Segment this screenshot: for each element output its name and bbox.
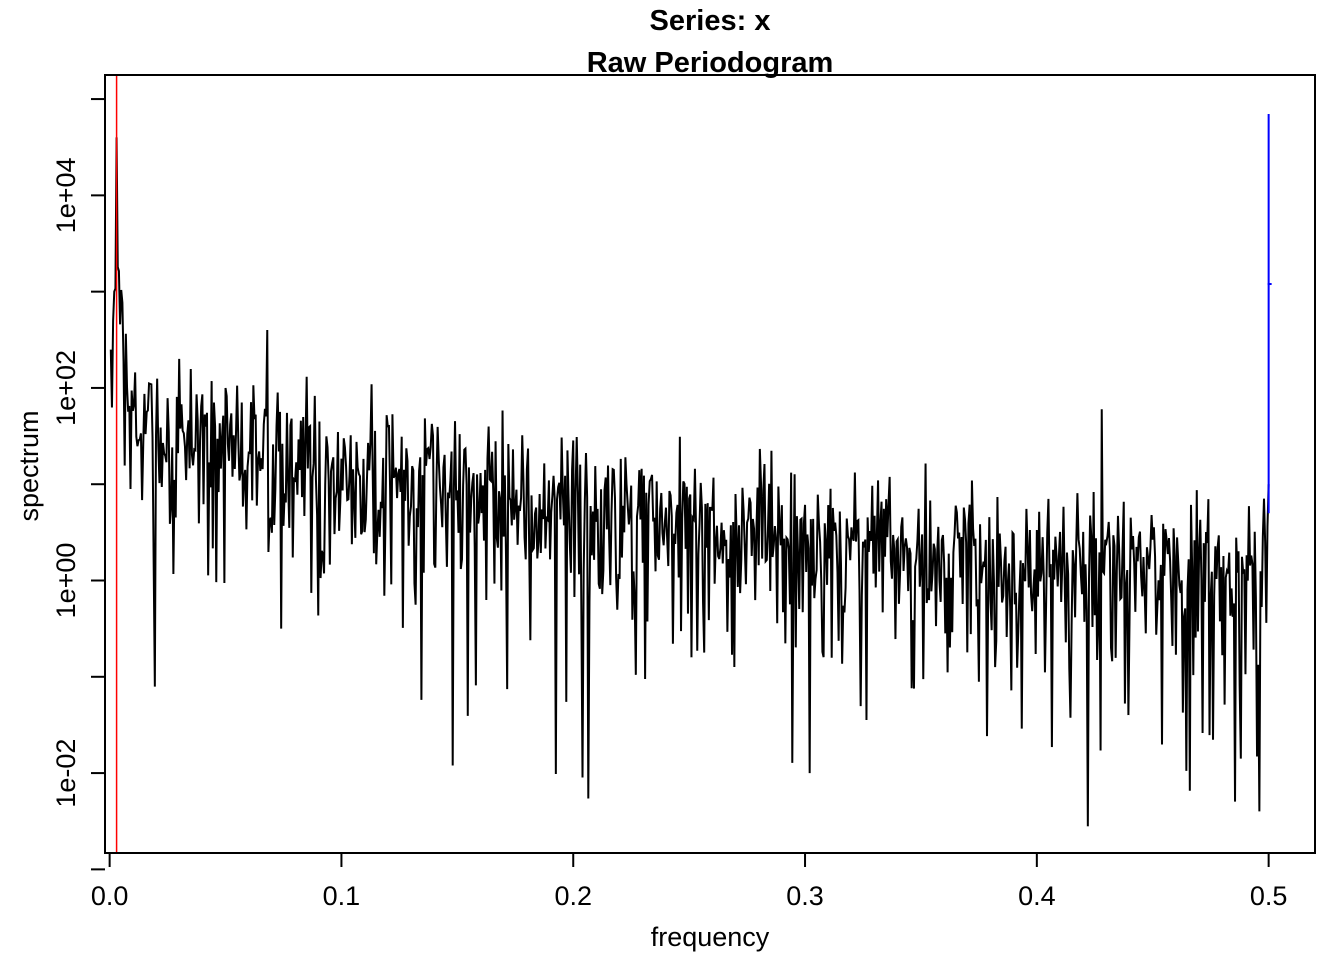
overlay-layer — [115, 75, 1272, 853]
y-axis: 1e-02 1e+00 1e+02 1e+04 — [51, 98, 105, 871]
y-tick-label: 1e+04 — [51, 157, 81, 233]
x-tick-label: 0.3 — [786, 881, 824, 911]
x-tick-label: 0.1 — [323, 881, 361, 911]
chart-subtitle: Raw Periodogram — [587, 47, 834, 79]
periodogram-series-line — [109, 137, 1270, 827]
x-tick-label: 0.5 — [1250, 881, 1288, 911]
series-layer — [109, 137, 1270, 827]
y-tick-label: 1e+02 — [51, 350, 81, 426]
y-tick-label: 1e+00 — [51, 543, 81, 619]
x-tick-label: 0.2 — [554, 881, 592, 911]
plot-frame — [104, 74, 1316, 854]
x-tick-label: 0.0 — [91, 881, 129, 911]
x-axis-label: frequency — [651, 922, 770, 952]
x-axis: 0.0 0.1 0.2 0.3 0.4 0.5 — [91, 853, 1288, 911]
y-tick-label: 1e-02 — [51, 739, 81, 808]
y-axis-label: spectrum — [14, 410, 44, 521]
chart-title: Series: x — [650, 5, 771, 37]
x-tick-label: 0.4 — [1018, 881, 1056, 911]
